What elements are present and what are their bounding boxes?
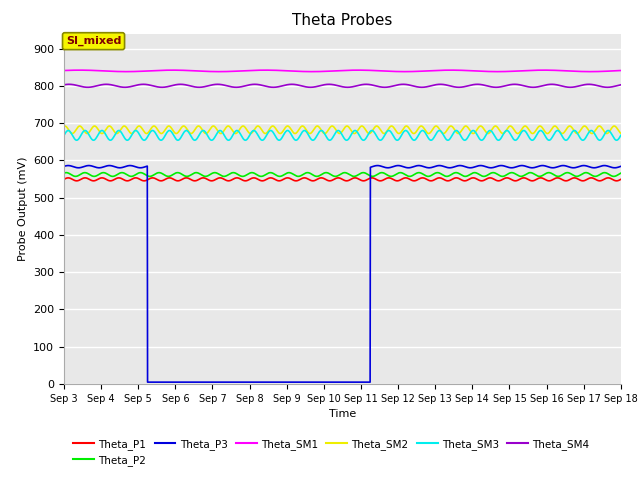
Theta_P2 xyxy=(617,170,625,176)
Theta_P1 xyxy=(617,177,625,182)
Theta_P2 xyxy=(88,173,96,179)
Theta_SM3 xyxy=(331,131,339,136)
Theta_SM2 xyxy=(150,123,158,129)
Theta_SM4 xyxy=(617,82,625,88)
Theta_P1 xyxy=(60,177,68,182)
Theta_P3 xyxy=(89,163,97,169)
Theta_P1 xyxy=(90,178,97,184)
Theta_P1 xyxy=(601,176,609,182)
Theta_SM1 xyxy=(60,68,68,73)
Theta_SM3 xyxy=(588,128,595,133)
Theta_SM1 xyxy=(601,69,609,74)
Theta_P1 xyxy=(88,178,96,183)
Legend: Theta_P1, Theta_P2, Theta_P3, Theta_SM1, Theta_SM2, Theta_SM3, Theta_SM4: Theta_P1, Theta_P2, Theta_P3, Theta_SM1,… xyxy=(69,435,593,470)
Theta_SM3 xyxy=(601,131,609,136)
Theta_SM1 xyxy=(493,69,501,74)
Theta_SM2 xyxy=(499,131,506,136)
Theta_SM4 xyxy=(60,82,68,88)
Theta_P1 xyxy=(331,176,339,181)
Line: Theta_SM1: Theta_SM1 xyxy=(64,70,621,72)
Theta_SM2 xyxy=(514,131,522,136)
Theta_SM1 xyxy=(169,67,177,73)
Theta_SM1 xyxy=(617,68,625,73)
Theta_P2 xyxy=(527,170,534,176)
Theta_SM3 xyxy=(90,137,97,143)
Theta_SM3 xyxy=(316,128,324,134)
Theta_SM2 xyxy=(617,131,625,136)
Theta_P3 xyxy=(144,379,152,385)
Theta_SM2 xyxy=(331,126,339,132)
Theta_SM1 xyxy=(331,68,339,74)
Theta_SM3 xyxy=(60,132,68,138)
Theta_P2 xyxy=(60,170,68,176)
Theta_P3 xyxy=(332,379,339,385)
Theta_SM3 xyxy=(617,132,625,138)
Theta_P2 xyxy=(316,172,324,178)
Theta_SM4 xyxy=(601,84,609,90)
Theta_P2 xyxy=(499,173,506,179)
Theta_SM4 xyxy=(316,83,324,88)
Theta_SM1 xyxy=(316,69,324,74)
Theta_SM3 xyxy=(88,137,96,143)
Theta_P1 xyxy=(602,176,609,181)
Theta_SM3 xyxy=(602,130,609,136)
Theta_SM2 xyxy=(88,125,96,131)
Line: Theta_P3: Theta_P3 xyxy=(64,166,621,382)
Theta_P1 xyxy=(588,175,595,181)
Title: Theta Probes: Theta Probes xyxy=(292,13,392,28)
Theta_P1 xyxy=(316,175,324,181)
Theta_SM4 xyxy=(88,84,96,90)
Theta_P1 xyxy=(499,177,506,182)
Text: SI_mixed: SI_mixed xyxy=(66,36,121,46)
Theta_P3 xyxy=(85,163,93,168)
Theta_P2 xyxy=(602,170,609,176)
Theta_P2 xyxy=(350,173,358,179)
Theta_SM4 xyxy=(499,84,507,89)
Theta_SM4 xyxy=(331,82,339,88)
Theta_SM2 xyxy=(316,126,324,132)
Theta_P2 xyxy=(331,173,339,179)
Line: Theta_SM4: Theta_SM4 xyxy=(64,84,621,87)
Theta_SM1 xyxy=(602,68,609,74)
Theta_SM2 xyxy=(60,123,68,129)
Line: Theta_P1: Theta_P1 xyxy=(64,178,621,181)
Theta_P3 xyxy=(499,163,507,168)
Line: Theta_P2: Theta_P2 xyxy=(64,173,621,176)
Line: Theta_SM3: Theta_SM3 xyxy=(64,131,621,140)
Theta_P3 xyxy=(601,163,609,168)
Theta_SM2 xyxy=(601,130,609,135)
Theta_P3 xyxy=(602,163,609,168)
Theta_SM4 xyxy=(140,82,147,87)
Theta_SM4 xyxy=(344,84,351,90)
Theta_SM1 xyxy=(499,69,507,74)
Line: Theta_SM2: Theta_SM2 xyxy=(64,126,621,133)
Theta_P3 xyxy=(60,164,68,169)
Theta_P2 xyxy=(601,170,609,176)
Theta_SM4 xyxy=(602,84,609,90)
Theta_SM2 xyxy=(602,130,609,135)
Theta_P3 xyxy=(617,164,625,169)
Theta_P3 xyxy=(317,379,324,385)
Y-axis label: Probe Output (mV): Probe Output (mV) xyxy=(17,156,28,261)
Theta_SM3 xyxy=(499,132,506,138)
X-axis label: Time: Time xyxy=(329,409,356,419)
Theta_SM1 xyxy=(88,68,96,73)
